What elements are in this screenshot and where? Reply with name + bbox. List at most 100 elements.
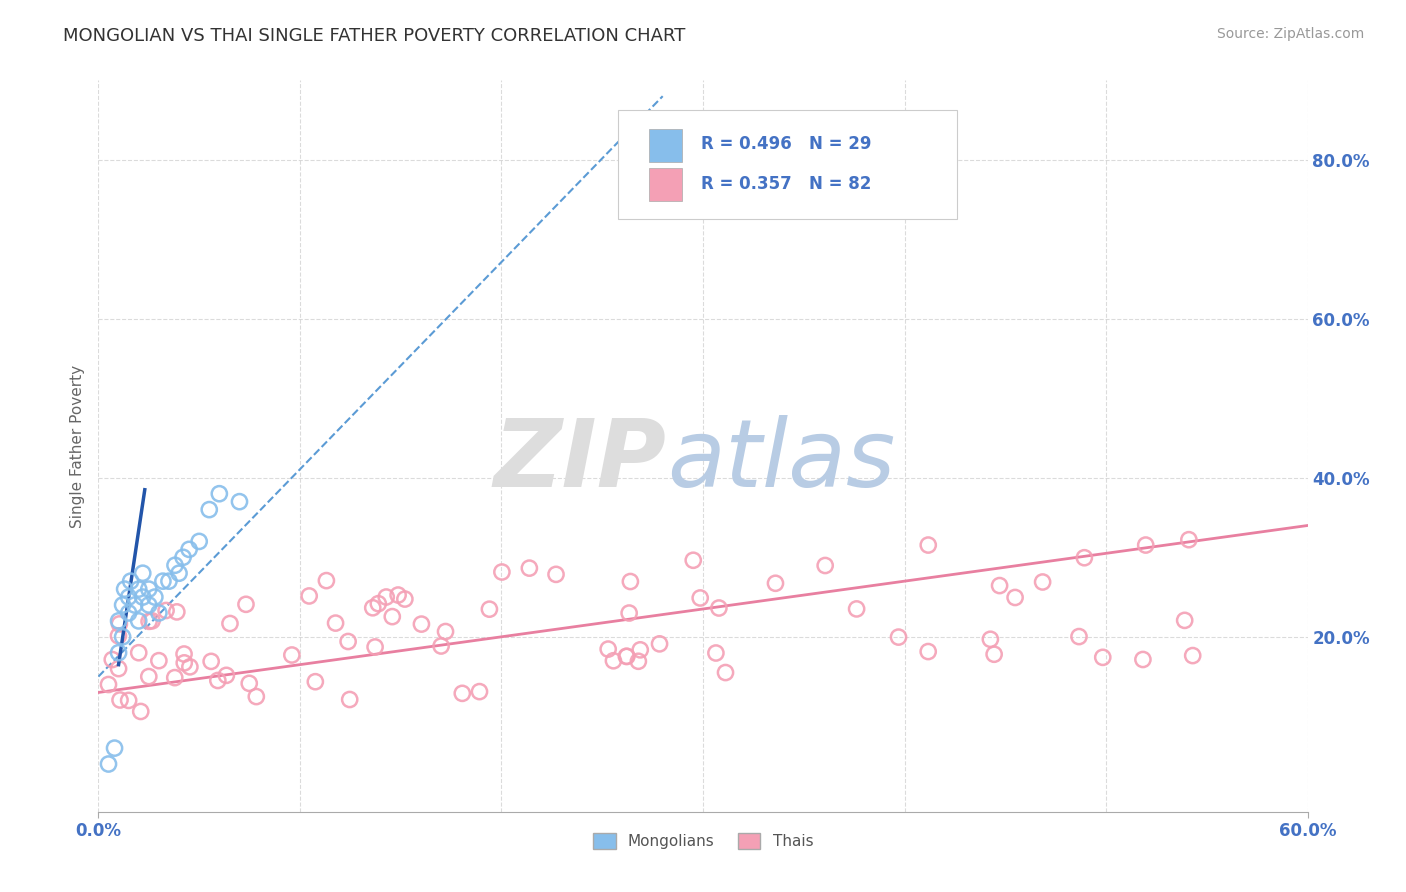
Point	[111, 630, 134, 644]
Point	[97, 757, 120, 772]
Point	[179, 660, 201, 674]
Point	[128, 646, 150, 660]
Point	[1178, 533, 1201, 547]
Point	[124, 598, 146, 612]
Point	[163, 558, 186, 573]
Point	[128, 614, 150, 628]
Point	[394, 592, 416, 607]
Point	[917, 538, 939, 552]
Point	[155, 603, 177, 617]
Point	[988, 578, 1011, 592]
Point	[544, 567, 567, 582]
Point	[979, 632, 1001, 647]
Point	[682, 553, 704, 567]
Point	[983, 647, 1005, 661]
Point	[167, 566, 190, 581]
Point	[491, 565, 513, 579]
Point	[1135, 538, 1157, 552]
Point	[325, 616, 347, 631]
Point	[1073, 550, 1095, 565]
Point	[200, 654, 222, 668]
Point	[765, 576, 787, 591]
Point	[430, 639, 453, 653]
Point	[107, 614, 129, 628]
Point	[367, 597, 389, 611]
Point	[1067, 630, 1090, 644]
Point	[304, 674, 326, 689]
Point	[107, 662, 129, 676]
Point	[129, 705, 152, 719]
Point	[97, 677, 120, 691]
Text: ZIP: ZIP	[494, 415, 666, 507]
Point	[917, 644, 939, 658]
Point	[173, 656, 195, 670]
Point	[619, 574, 641, 589]
Point	[188, 534, 211, 549]
Text: R = 0.496   N = 29: R = 0.496 N = 29	[700, 135, 872, 153]
Point	[628, 643, 651, 657]
Point	[107, 646, 129, 660]
Point	[128, 582, 150, 596]
Point	[111, 598, 134, 612]
Point	[887, 630, 910, 644]
Point	[132, 590, 155, 604]
Point	[704, 646, 727, 660]
Text: Source: ZipAtlas.com: Source: ZipAtlas.com	[1216, 27, 1364, 41]
Point	[101, 652, 124, 666]
Point	[138, 669, 160, 683]
Point	[219, 616, 242, 631]
Text: atlas: atlas	[666, 415, 896, 506]
Point	[157, 574, 180, 589]
Point	[602, 654, 624, 668]
Point	[434, 624, 457, 639]
Point	[118, 606, 141, 620]
Point	[337, 634, 360, 648]
FancyBboxPatch shape	[648, 168, 682, 201]
Point	[103, 741, 125, 756]
Point	[235, 597, 257, 611]
Point	[1132, 652, 1154, 666]
Point	[118, 693, 141, 707]
Point	[1174, 613, 1197, 627]
Point	[166, 605, 188, 619]
Point	[118, 590, 141, 604]
Point	[207, 673, 229, 688]
Point	[208, 486, 231, 500]
Point	[138, 598, 160, 612]
Point	[707, 601, 730, 615]
Point	[648, 637, 671, 651]
Point	[364, 640, 387, 654]
Point	[148, 606, 170, 620]
Point	[614, 649, 637, 664]
Point	[141, 614, 163, 628]
Point	[132, 566, 155, 581]
Point	[714, 665, 737, 680]
Point	[627, 654, 650, 668]
Point	[245, 690, 267, 704]
Point	[315, 574, 337, 588]
Point	[1181, 648, 1204, 663]
Point	[387, 588, 409, 602]
Point	[339, 692, 361, 706]
Point	[468, 684, 491, 698]
FancyBboxPatch shape	[648, 129, 682, 162]
Point	[1032, 574, 1054, 589]
Point	[411, 617, 433, 632]
Point	[281, 648, 304, 662]
Point	[120, 574, 142, 589]
Point	[598, 642, 620, 657]
Point	[238, 676, 260, 690]
Point	[381, 609, 404, 624]
Point	[108, 616, 131, 631]
Point	[617, 606, 640, 620]
Point	[173, 647, 195, 661]
Point	[228, 494, 250, 508]
Point	[478, 602, 501, 616]
Point	[152, 574, 174, 589]
Point	[163, 671, 186, 685]
Point	[1091, 650, 1114, 665]
Point	[215, 668, 238, 682]
Point	[198, 502, 221, 516]
Point	[108, 693, 131, 707]
Point	[375, 590, 398, 604]
